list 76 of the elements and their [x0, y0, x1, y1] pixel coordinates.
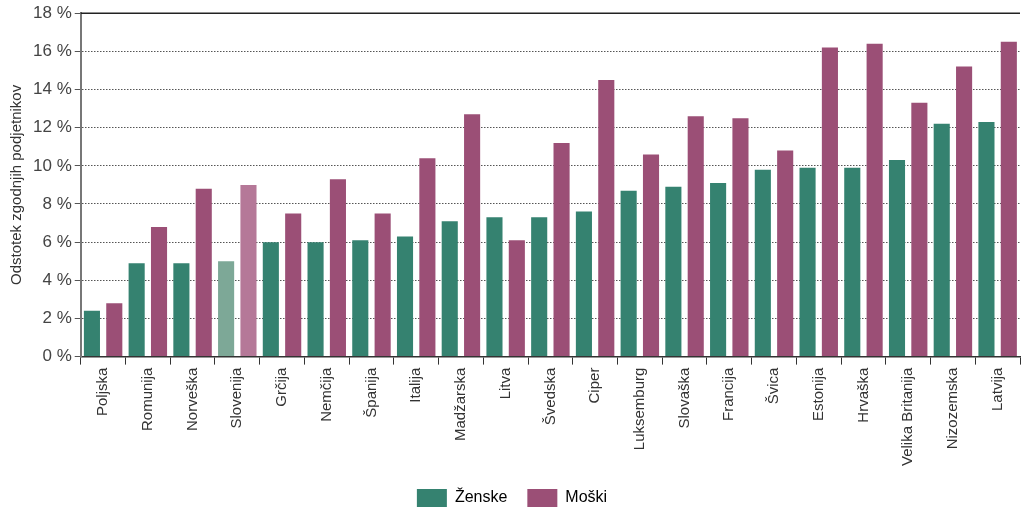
x-tick-label: Nemčija [316, 366, 334, 422]
bar [888, 160, 906, 357]
x-tick-label: Latvija [987, 366, 1005, 411]
y-tick-label: 18 % [33, 2, 72, 22]
y-tick-label: 14 % [33, 79, 72, 99]
bar [307, 242, 324, 357]
legend-label: Ženske [454, 487, 508, 506]
y-tick-label: 6 % [42, 231, 72, 251]
bar [911, 102, 928, 357]
x-tick-label: Romunija [137, 366, 155, 431]
bar [218, 261, 235, 357]
x-tick-label: Madžarska [451, 366, 469, 441]
x-tick-label: Francija [719, 366, 737, 421]
bar [396, 236, 414, 357]
bar [933, 123, 950, 357]
bar [598, 79, 615, 357]
bar [531, 217, 548, 357]
bar [374, 213, 391, 357]
x-tick-label: Ciper [585, 367, 603, 404]
x-tick-label: Norveška [182, 366, 200, 431]
bar [642, 154, 660, 357]
bar [150, 226, 168, 357]
bar [106, 303, 123, 357]
x-tick-label: Grčija [272, 366, 290, 407]
bar [620, 190, 637, 357]
bar [956, 66, 973, 357]
y-tick-label: 2 % [42, 308, 72, 328]
bar [195, 188, 212, 357]
bar [687, 116, 704, 357]
y-tick-label: 0 % [42, 346, 72, 366]
bar [866, 43, 883, 357]
x-tick-label: Švedska [540, 366, 558, 426]
bar [486, 217, 503, 357]
bar [844, 167, 861, 357]
bar [553, 142, 570, 357]
bar [665, 186, 682, 357]
bar [128, 263, 145, 357]
bar [240, 184, 257, 357]
bar [978, 121, 995, 357]
x-tick-label: Slovenija [227, 366, 245, 429]
x-tick-label: Luksemburg [629, 367, 647, 451]
y-axis-title: Odstotek zgodnjih podjetnikov [7, 84, 25, 285]
bar [710, 183, 727, 357]
bar [83, 310, 100, 357]
y-tick-label: 4 % [42, 269, 72, 289]
bar [419, 158, 436, 357]
y-tick-label: 10 % [33, 155, 72, 175]
bar [799, 167, 816, 357]
y-tick-label: 8 % [42, 193, 72, 213]
bar [329, 179, 346, 357]
y-tick-label: 16 % [33, 41, 72, 61]
bar [441, 221, 458, 357]
x-tick-label: Hrvaška [853, 366, 871, 423]
x-tick-label: Estonija [808, 366, 826, 421]
x-tick-label: Poljska [93, 366, 111, 416]
legend-label: Moški [565, 488, 608, 506]
y-tick-label: 12 % [33, 117, 72, 137]
bar [173, 263, 190, 357]
bar [262, 242, 279, 357]
bar [754, 169, 771, 357]
x-tick-label: Nizozemska [943, 366, 961, 450]
bar [777, 150, 794, 357]
x-tick-label: Švica [764, 366, 782, 405]
bar [464, 114, 481, 357]
bar [508, 240, 525, 357]
bar [732, 118, 749, 357]
x-tick-label: Slovaška [674, 366, 692, 429]
x-tick-label: Italija [406, 366, 424, 403]
bar [821, 47, 838, 357]
bar [352, 240, 369, 357]
x-tick-label: Litva [495, 366, 513, 400]
bar [285, 213, 302, 357]
bar [575, 211, 592, 357]
x-tick-label: Velika Britanija [898, 366, 916, 466]
x-tick-label: Španija [361, 366, 379, 418]
bar [1000, 41, 1017, 357]
